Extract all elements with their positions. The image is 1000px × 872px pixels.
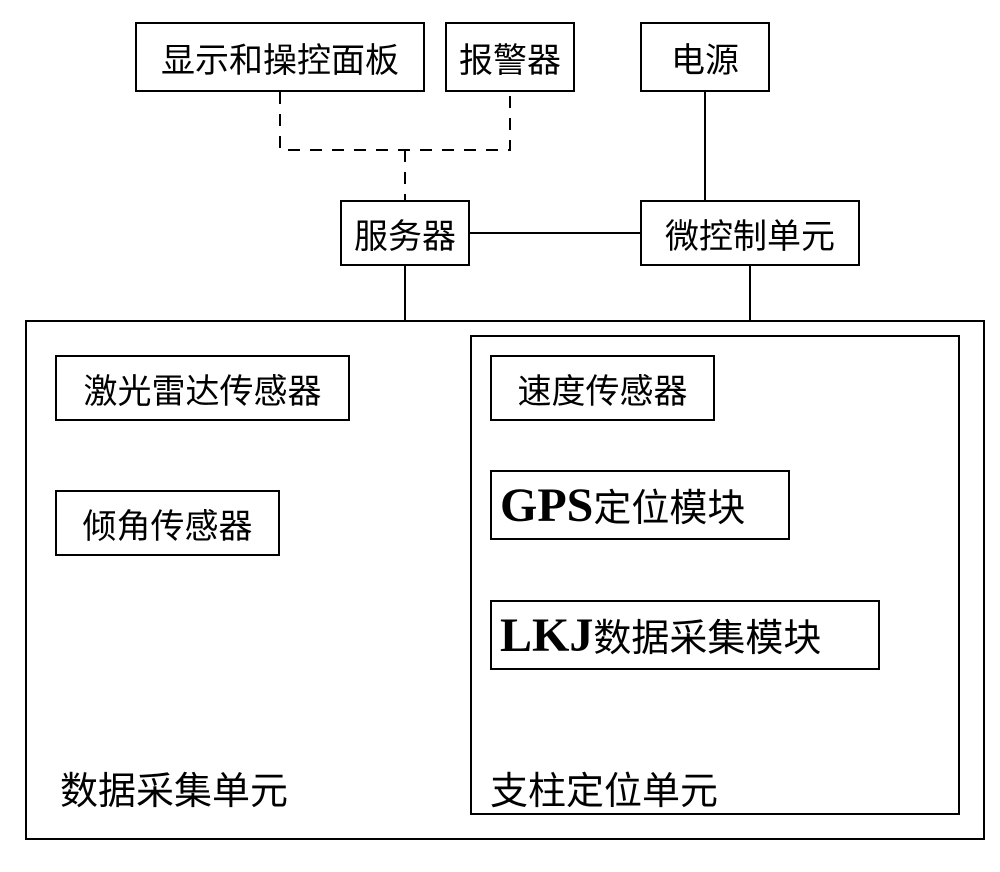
- display-panel-label: 显示和操控面板: [161, 33, 399, 82]
- server-label: 服务器: [354, 209, 456, 258]
- lidar-sensor-box: 激光雷达传感器: [55, 355, 350, 421]
- mcu-box: 微控制单元: [640, 200, 860, 266]
- lidar-sensor-label: 激光雷达传感器: [84, 364, 322, 413]
- lkj-module-label: LKJ数据采集模块: [500, 607, 821, 663]
- alarm-label: 报警器: [459, 33, 561, 82]
- server-box: 服务器: [340, 200, 470, 266]
- display-panel-box: 显示和操控面板: [135, 22, 425, 92]
- diagram-canvas: 显示和操控面板 报警器 电源 服务器 微控制单元 激光雷达传感器 倾角传感器 速…: [0, 0, 1000, 872]
- gps-latin: GPS: [500, 479, 593, 532]
- tilt-sensor-box: 倾角传感器: [55, 490, 280, 556]
- speed-sensor-box: 速度传感器: [490, 355, 715, 421]
- mcu-label: 微控制单元: [665, 209, 835, 258]
- lkj-module-box: LKJ数据采集模块: [490, 600, 880, 670]
- gps-cn: 定位模块: [593, 488, 745, 530]
- alarm-box: 报警器: [445, 22, 575, 92]
- pillar-location-unit-label: 支柱定位单元: [490, 760, 718, 815]
- speed-sensor-label: 速度传感器: [518, 364, 688, 413]
- tilt-sensor-label: 倾角传感器: [83, 499, 253, 548]
- gps-module-label: GPS定位模块: [500, 477, 745, 533]
- data-collection-unit-label: 数据采集单元: [60, 760, 288, 815]
- power-box: 电源: [640, 22, 770, 92]
- gps-module-box: GPS定位模块: [490, 470, 790, 540]
- lkj-cn: 数据采集模块: [593, 618, 821, 660]
- power-label: 电源: [671, 33, 739, 82]
- lkj-latin: LKJ: [500, 609, 593, 662]
